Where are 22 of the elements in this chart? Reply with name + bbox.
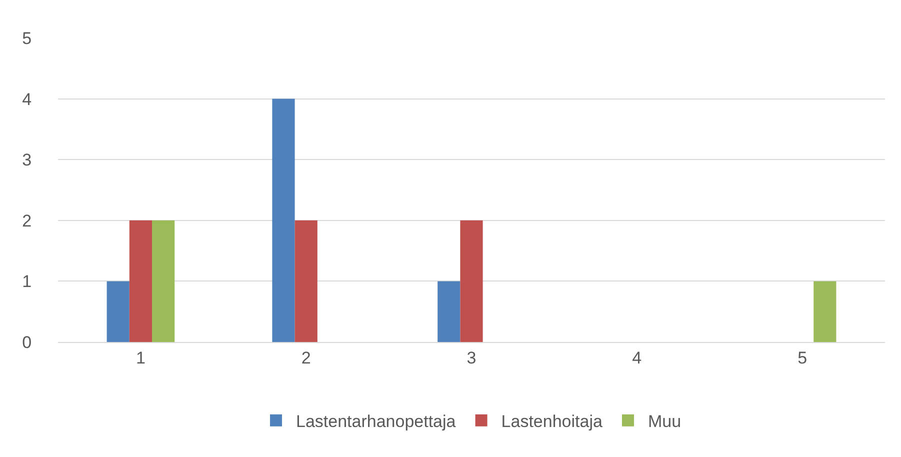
legend-label: Muu <box>648 412 682 431</box>
x-tick-label: 4 <box>632 348 642 368</box>
x-tick-label: 5 <box>798 348 808 368</box>
legend-label: Lastentarhanopettaja <box>296 412 456 431</box>
y-tick-label: 0 <box>22 332 32 352</box>
bar <box>272 98 295 342</box>
bar <box>152 220 175 342</box>
y-tick-label: 1 <box>22 272 32 292</box>
y-tick-label: 3 <box>22 150 32 170</box>
bar <box>294 220 318 342</box>
y-tick-label: 4 <box>22 90 32 109</box>
x-tick-label: 3 <box>466 348 476 368</box>
bar <box>460 220 483 342</box>
x-tick-label: 1 <box>136 348 146 368</box>
bar <box>814 281 836 342</box>
y-tick-label: 2 <box>22 211 32 230</box>
y-tick-label: 5 <box>22 28 32 48</box>
bar <box>106 281 130 342</box>
x-tick-label: 2 <box>301 348 311 368</box>
bar <box>438 281 460 342</box>
legend-label: Lastenhoitaja <box>501 412 603 431</box>
bar <box>129 220 152 342</box>
